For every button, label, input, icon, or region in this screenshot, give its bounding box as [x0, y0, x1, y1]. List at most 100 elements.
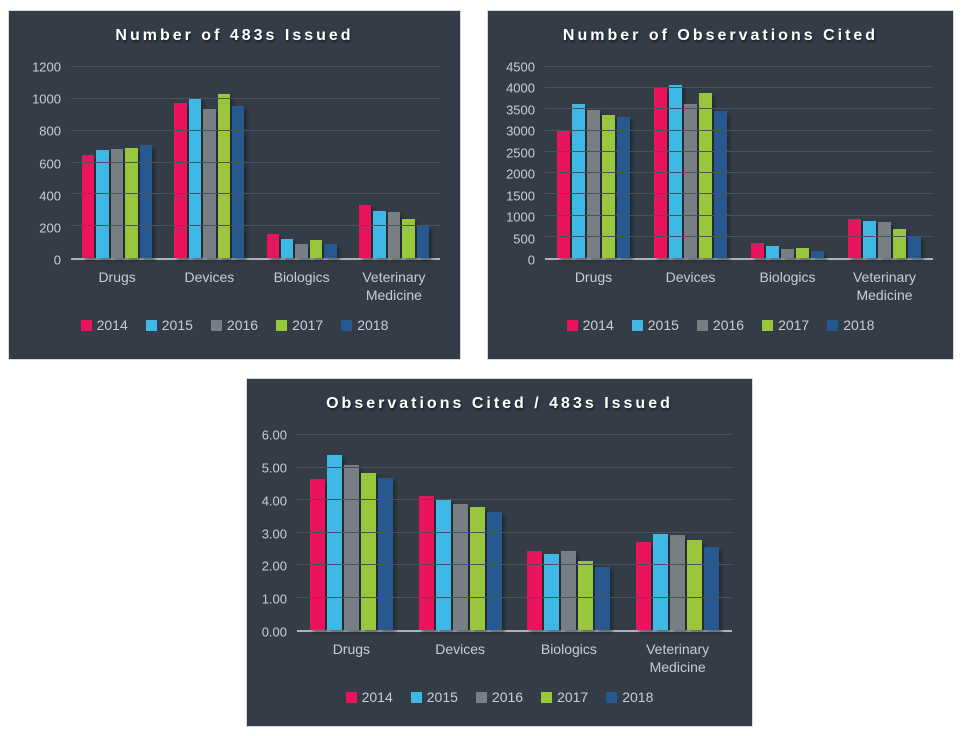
bar-2017: [402, 218, 415, 258]
gridline: [297, 499, 732, 501]
bar-2015: [571, 103, 585, 258]
bar-2018: [324, 244, 337, 258]
legend-label: 2018: [357, 317, 389, 334]
bar-2017: [309, 239, 323, 258]
bar-groups: [71, 67, 440, 258]
gridline: [545, 172, 933, 174]
bar-2016: [877, 222, 892, 258]
y-tick-label: 1000: [506, 209, 535, 225]
bar-2016: [670, 534, 686, 630]
bar-2018: [139, 145, 153, 258]
legend-item-2018: 2018: [341, 317, 388, 333]
x-axis-category-label: Drugs: [574, 269, 613, 285]
bar-2016: [452, 503, 468, 630]
legend-label: 2018: [622, 689, 654, 706]
bar-2016: [780, 249, 795, 258]
legend-label: 2015: [161, 317, 193, 334]
chart-body: 0 200 400 600 800 1000 1200: [9, 61, 460, 267]
bar-2015: [765, 245, 779, 258]
x-axis: Drugs Devices Biologics Veterinary Medicine: [71, 268, 440, 304]
x-axis-category-label: Veterinary Medicine: [362, 269, 426, 304]
y-tick-label: 4.00: [261, 493, 287, 509]
gridline: [71, 97, 440, 99]
gridline: [545, 108, 933, 110]
legend-label: 2015: [647, 317, 679, 334]
gridline: [297, 596, 732, 598]
bar-group-devices: [406, 435, 515, 630]
bar-2015: [96, 150, 109, 258]
legend-item-2014: 2014: [566, 317, 614, 333]
bar-groups: [545, 67, 933, 258]
bar-2015: [280, 238, 294, 258]
legend-swatch: [276, 319, 288, 331]
gridline: [71, 129, 440, 131]
gridline: [297, 531, 732, 533]
chart-title: Observations Cited / 483s Issued: [326, 395, 673, 412]
legend-item-2017: 2017: [276, 317, 323, 333]
y-tick-label: 0: [527, 252, 535, 268]
chart-body: 0.00 1.00 2.00 3.00 4.00 5.00 6.00: [247, 429, 752, 639]
y-tick-label: 500: [513, 231, 535, 247]
y-tick-label: 6.00: [261, 427, 287, 443]
x-axis-category-label: Biologics: [540, 641, 597, 657]
bar-2014: [636, 541, 652, 630]
gridline: [297, 564, 732, 566]
legend-item-2015: 2015: [631, 317, 679, 334]
bar-2015: [188, 97, 202, 258]
legend-swatch: [145, 319, 157, 331]
y-axis: 0.00 1.00 2.00 3.00 4.00 5.00 6.00: [247, 429, 297, 639]
bar-2017: [893, 229, 907, 258]
y-tick-label: 0: [53, 252, 61, 268]
legend-swatch: [345, 691, 357, 703]
legend-item-2016: 2016: [696, 317, 745, 334]
x-axis-category-label: Veterinary Medicine: [646, 641, 710, 676]
bar-2015: [373, 210, 386, 258]
y-tick-label: 3.00: [261, 526, 287, 541]
chart-body: 0 500 1000 1500 2000 2500 3000 3500 4000 4500: [488, 61, 953, 267]
bar-2014: [847, 219, 861, 258]
bar-2015: [544, 553, 560, 630]
legend-label: 2016: [712, 317, 745, 334]
y-tick-label: 1.00: [261, 591, 287, 607]
bar-2016: [561, 550, 577, 630]
chart-title: Number of Observations Cited: [562, 27, 879, 44]
x-axis-category-label: Devices: [665, 269, 716, 285]
y-tick-label: 2.00: [261, 558, 287, 574]
legend-swatch: [566, 319, 578, 331]
bar-2018: [595, 566, 611, 630]
gridline: [71, 193, 440, 195]
bar-2014: [750, 242, 764, 258]
legend: 2014 2015 2016 2017 2018: [488, 317, 953, 333]
y-tick-label: 1500: [506, 188, 535, 204]
bar-2015: [653, 534, 669, 630]
bar-2014: [82, 155, 95, 258]
gridline: [71, 161, 440, 163]
legend-swatch: [827, 319, 839, 331]
x-axis-category-label: Drugs: [332, 641, 371, 657]
bar-2014: [358, 204, 372, 258]
legend-item-2018: 2018: [606, 689, 653, 705]
legend-item-2016: 2016: [475, 689, 523, 705]
bar-2015: [862, 220, 876, 258]
y-tick-label: 800: [39, 123, 61, 139]
y-tick-label: 5.00: [261, 460, 287, 476]
bar-group-drugs: [545, 67, 642, 258]
y-tick-label: 2000: [506, 166, 535, 182]
x-axis-category-label: Devices: [184, 269, 235, 285]
bar-group-veterinary-medicine: [623, 435, 732, 630]
x-axis-category-label: Devices: [435, 641, 486, 657]
legend: 2014 2015 2016 2017 2018: [9, 317, 460, 333]
legend-swatch: [606, 691, 618, 703]
bar-2016: [203, 109, 216, 258]
bar-group-biologics: [739, 67, 836, 258]
bar-group-biologics: [515, 435, 624, 630]
legend-label: 2015: [426, 689, 458, 706]
y-tick-label: 2500: [506, 145, 535, 161]
x-axis-category-label: Biologics: [273, 269, 330, 285]
bar-2018: [811, 250, 825, 258]
bar-groups: [297, 435, 732, 630]
bar-2018: [617, 116, 631, 258]
bar-2014: [266, 234, 279, 258]
x-axis-category-label: Drugs: [98, 269, 136, 285]
bar-group-devices: [163, 67, 255, 258]
